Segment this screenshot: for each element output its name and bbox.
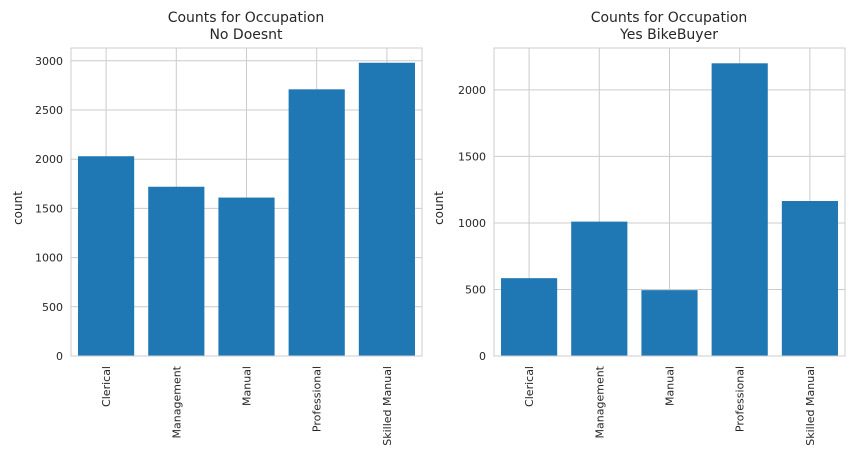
y-tick-label: 500 [42,301,63,314]
chart-yes-bikebuyer: 0 500 1000 1500 2000 Clerical Management Manual… [432,10,846,446]
bar-professional [288,89,345,356]
y-tick-label: 1500 [35,202,63,215]
chart-title-line1: Counts for Occupation [591,10,748,26]
x-tick-label: Clerical [523,366,536,407]
bar-management [571,221,628,356]
chart-title-line1: Counts for Occupation [168,10,325,26]
x-tick-label: Professional [311,366,324,432]
chart-title-line2: No Doesnt [209,27,283,43]
bar-clerical [501,278,558,356]
bar-manual [641,290,698,356]
x-tick-label: Manual [241,366,254,406]
y-tick-label: 3000 [35,55,63,68]
y-tick-label: 1000 [458,217,486,230]
y-tick-label: 500 [465,283,486,296]
plot-frame [70,47,423,357]
y-tick-label: 0 [56,350,63,363]
y-tick-label: 2500 [35,104,63,117]
x-tick-label: Skilled Manual [381,366,394,446]
y-tick-label: 1500 [458,150,486,163]
bar-management [148,186,205,356]
bar-professional [711,63,768,356]
x-tick-label: Clerical [100,366,113,407]
x-tick-label: Management [593,365,606,438]
y-tick-label: 1000 [35,252,63,265]
x-tick-label: Skilled Manual [804,366,817,446]
x-tick-label: Manual [664,366,677,406]
bar-skilled-manual [358,62,415,357]
y-tick-label: 0 [479,350,486,363]
y-axis-label: count [11,191,25,225]
y-tick-label: 2000 [458,84,486,97]
bar-skilled-manual [781,201,838,356]
x-tick-label: Professional [734,366,747,432]
plot-frame [493,47,846,357]
chart-title-line2: Yes BikeBuyer [619,27,718,43]
bar-clerical [78,156,135,356]
y-axis-label: count [432,191,446,225]
bar-manual [218,197,275,356]
y-tick-label: 2000 [35,153,63,166]
chart-no-doesnt: 0 500 1000 1500 2000 2500 3000 Clerical Manageme… [11,10,423,446]
x-tick-label: Management [170,365,183,438]
